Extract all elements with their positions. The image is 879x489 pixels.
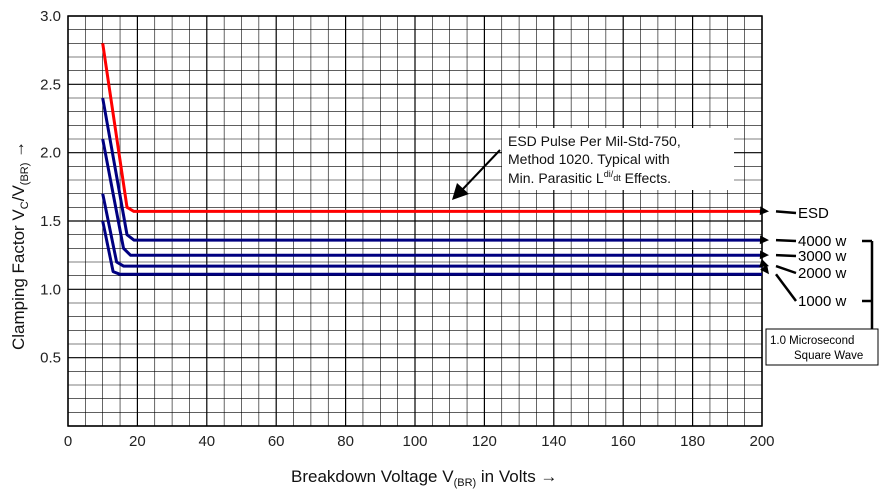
pulse-box-frame <box>765 328 879 366</box>
series-label-2000-w: 2000 w <box>798 265 847 282</box>
label-arrowhead-2000-w <box>759 259 769 268</box>
label-arrow-shaft-4000-w <box>775 238 797 243</box>
series-label-esd: ESD <box>798 205 829 222</box>
label-arrowhead-1000-w <box>760 264 769 275</box>
series-label-3000-w: 3000 w <box>798 248 847 265</box>
annotation-arrowhead <box>452 183 469 200</box>
label-arrow-shaft-esd <box>775 210 797 215</box>
series-label-1000-w: 1000 w <box>798 293 847 310</box>
tick-labels: 0 20 40 60 80 100 120 140 160 180 200 0.5 1.0 1.5 2.0 2… <box>40 8 774 450</box>
y-tick-label: 3.0 <box>40 8 61 25</box>
y-tick-label: 2.0 <box>40 145 61 162</box>
x-tick-label: 40 <box>198 433 215 450</box>
x-tick-label: 120 <box>472 433 497 450</box>
label-arrowhead-3000-w <box>759 250 769 260</box>
series-line-2000-w <box>101 193 762 268</box>
grid <box>67 15 763 427</box>
x-tick-label: 160 <box>611 433 636 450</box>
x-tick-label: 0 <box>64 433 72 450</box>
series-line-esd <box>101 43 762 213</box>
pulse-box-line-1: 1.0 Microsecond <box>770 335 854 347</box>
x-axis-title: Breakdown Voltage V(BR) in Volts → <box>291 467 557 489</box>
x-tick-label: 200 <box>749 433 774 450</box>
label-arrowhead-4000-w <box>759 235 769 245</box>
annotation-line-1: ESD Pulse Per Mil-Std-750, <box>508 133 681 149</box>
axes <box>67 15 763 427</box>
label-arrow-shaft-3000-w <box>775 253 797 258</box>
x-tick-label: 80 <box>337 433 354 450</box>
x-tick-label: 140 <box>541 433 566 450</box>
pulse-box-line-2: Square Wave <box>794 350 863 362</box>
series-line-1000-w <box>101 220 762 276</box>
esd-annotation: ESD Pulse Per Mil-Std-750, Method 1020. … <box>452 128 734 200</box>
x-tick-label: 20 <box>129 433 146 450</box>
y-tick-label: 1.5 <box>40 213 61 230</box>
series-line-3000-w <box>101 138 762 257</box>
y-axis-title: Clamping Factor VC/V(BR) → <box>9 141 31 350</box>
annotation-background <box>502 128 734 190</box>
annotation-line-2: Method 1020. Typical with <box>508 151 670 167</box>
pulse-bracket <box>862 239 874 329</box>
x-tick-label: 100 <box>402 433 427 450</box>
series-line-4000-w <box>101 97 762 242</box>
label-arrow-shaft-1000-w <box>774 273 798 302</box>
y-tick-label: 0.5 <box>40 350 61 367</box>
label-arrowhead-esd <box>759 206 769 216</box>
annotation-line-3: Min. Parasitic Ldi/dt Effects. <box>508 169 671 186</box>
label-arrow-shaft-2000-w <box>775 264 797 275</box>
x-tick-label: 60 <box>268 433 285 450</box>
y-tick-label: 2.5 <box>40 76 61 93</box>
series-label-4000-w: 4000 w <box>798 233 847 250</box>
series-lines <box>101 43 762 276</box>
annotation-pointer-line <box>461 149 501 191</box>
x-tick-label: 180 <box>680 433 705 450</box>
y-tick-label: 1.0 <box>40 281 61 298</box>
plot-frame <box>67 15 763 427</box>
pulse-box: 1.0 Microsecond Square Wave <box>765 328 879 366</box>
